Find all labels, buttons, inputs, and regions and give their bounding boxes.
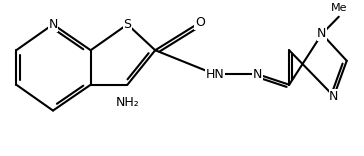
Text: N: N xyxy=(48,18,58,31)
Text: HN: HN xyxy=(205,68,224,81)
Text: S: S xyxy=(123,18,131,31)
Text: Me: Me xyxy=(331,3,347,13)
Text: N: N xyxy=(329,90,339,103)
Text: N: N xyxy=(317,27,327,40)
Text: NH₂: NH₂ xyxy=(115,96,139,109)
Text: O: O xyxy=(195,16,205,29)
Text: N: N xyxy=(253,68,262,81)
